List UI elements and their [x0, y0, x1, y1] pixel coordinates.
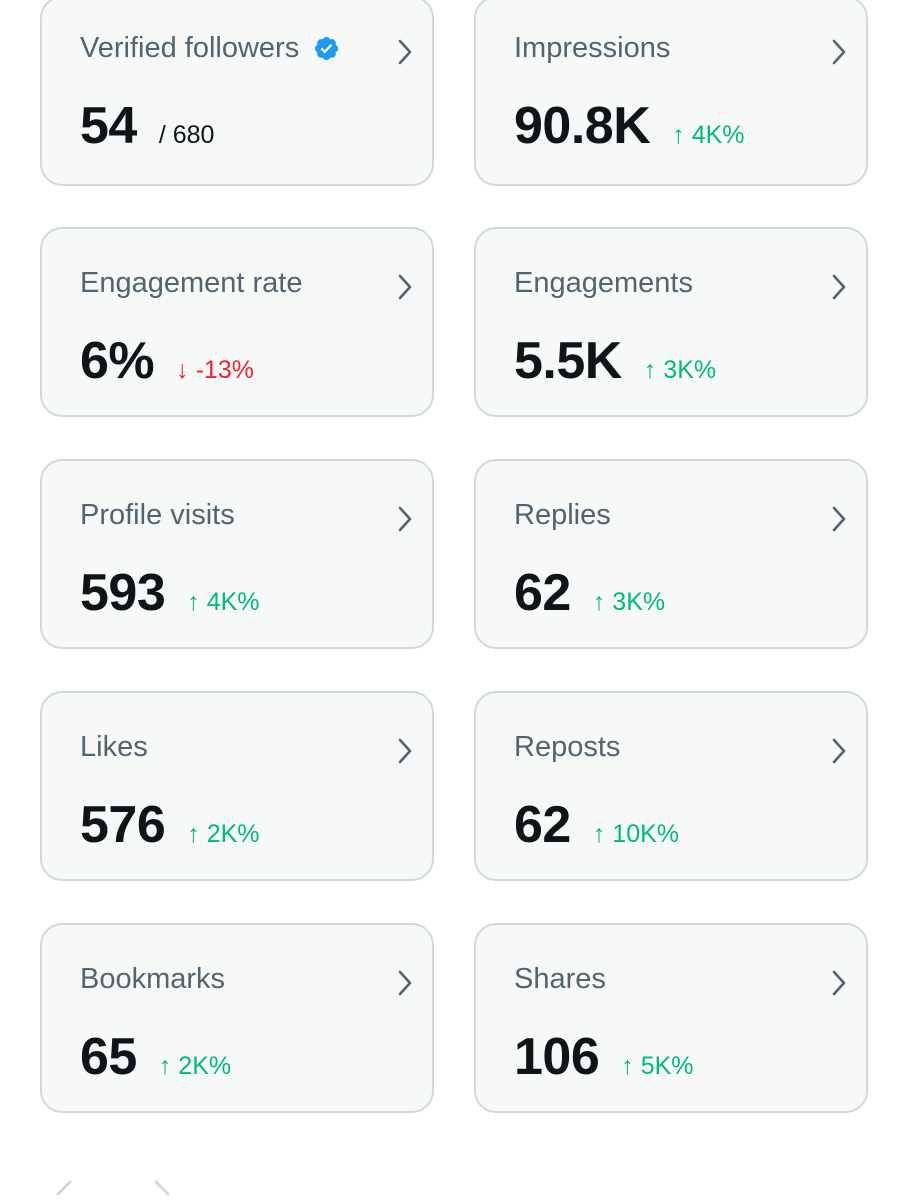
chevron-right-icon — [398, 506, 412, 532]
card-value-row: 54 / 680 — [80, 96, 214, 156]
card-total: / 680 — [158, 121, 215, 149]
card-title: Engagement rate — [80, 267, 303, 299]
card-value: 62 — [514, 796, 571, 854]
card-change: ↑ 3K% — [643, 356, 717, 384]
card-title-wrap: Impressions — [514, 32, 670, 65]
card-title: Engagements — [514, 267, 693, 299]
card-title: Bookmarks — [80, 963, 226, 995]
chevron-right-icon — [832, 738, 846, 764]
card-title: Likes — [80, 731, 148, 763]
card-profile-visits[interactable]: Profile visits 593 ↑ 4K% — [40, 459, 434, 649]
card-value: 106 — [514, 1028, 600, 1086]
chevron-right-icon — [832, 506, 846, 532]
card-replies[interactable]: Replies 62 ↑ 3K% — [474, 459, 868, 649]
card-title-wrap: Bookmarks — [80, 963, 225, 996]
card-likes[interactable]: Likes 576 ↑ 2K% — [40, 691, 434, 881]
card-value: 54 — [80, 97, 137, 155]
chevron-right-icon — [398, 274, 412, 300]
card-value-row: 6% ↓ -13% — [80, 331, 254, 391]
card-engagements[interactable]: Engagements 5.5K ↑ 3K% — [474, 227, 868, 417]
chevron-right-icon — [832, 970, 846, 996]
card-change: ↑ 2K% — [187, 820, 260, 848]
card-value-row: 576 ↑ 2K% — [80, 795, 260, 855]
chevron-left-icon[interactable] — [50, 1180, 76, 1200]
chevron-right-icon — [398, 738, 412, 764]
card-value-row: 62 ↑ 10K% — [514, 795, 679, 855]
card-change: ↑ 4K% — [672, 121, 745, 149]
chevron-right-icon — [398, 39, 412, 65]
card-change: ↑ 3K% — [592, 588, 666, 616]
card-value: 5.5K — [514, 332, 622, 390]
card-value: 593 — [80, 564, 166, 622]
card-value-row: 62 ↑ 3K% — [514, 563, 665, 623]
card-change: ↑ 2K% — [158, 1052, 232, 1080]
card-reposts[interactable]: Reposts 62 ↑ 10K% — [474, 691, 868, 881]
card-value: 65 — [80, 1028, 137, 1086]
card-change: ↑ 5K% — [621, 1052, 694, 1080]
card-title-wrap: Engagements — [514, 267, 693, 300]
card-value: 62 — [514, 564, 571, 622]
card-change: ↑ 10K% — [592, 820, 680, 848]
chevron-right-icon — [832, 39, 846, 65]
card-title: Reposts — [514, 731, 621, 763]
card-title-wrap: Likes — [80, 731, 148, 764]
card-title-wrap: Replies — [514, 499, 611, 532]
card-value-row: 5.5K ↑ 3K% — [514, 331, 716, 391]
card-value-row: 90.8K ↑ 4K% — [514, 96, 745, 156]
card-title: Replies — [514, 499, 611, 531]
card-title: Profile visits — [80, 499, 235, 531]
card-shares[interactable]: Shares 106 ↑ 5K% — [474, 923, 868, 1113]
card-verified-followers[interactable]: Verified followers 54 / 680 — [40, 0, 434, 186]
card-title-wrap: Profile visits — [80, 499, 235, 532]
card-engagement-rate[interactable]: Engagement rate 6% ↓ -13% — [40, 227, 434, 417]
card-value: 90.8K — [514, 97, 651, 155]
chevron-right-icon — [832, 274, 846, 300]
card-impressions[interactable]: Impressions 90.8K ↑ 4K% — [474, 0, 868, 186]
chevron-right-icon — [398, 970, 412, 996]
card-value-row: 106 ↑ 5K% — [514, 1027, 694, 1087]
card-change: ↓ -13% — [176, 356, 254, 384]
card-bookmarks[interactable]: Bookmarks 65 ↑ 2K% — [40, 923, 434, 1113]
card-value: 576 — [80, 796, 166, 854]
card-title-wrap: Engagement rate — [80, 267, 302, 300]
pagination-nav — [50, 1180, 190, 1200]
card-value-row: 593 ↑ 4K% — [80, 563, 260, 623]
card-title-wrap: Reposts — [514, 731, 620, 764]
card-change: ↑ 4K% — [187, 588, 260, 616]
card-title-wrap: Shares — [514, 963, 606, 996]
card-title: Shares — [514, 963, 606, 995]
card-value-row: 65 ↑ 2K% — [80, 1027, 231, 1087]
chevron-right-icon[interactable] — [150, 1180, 176, 1200]
card-value: 6% — [80, 332, 155, 390]
card-title-wrap: Verified followers — [80, 32, 340, 65]
card-title: Verified followers — [80, 32, 300, 64]
verified-badge-icon — [315, 36, 339, 61]
card-title: Impressions — [514, 32, 671, 64]
